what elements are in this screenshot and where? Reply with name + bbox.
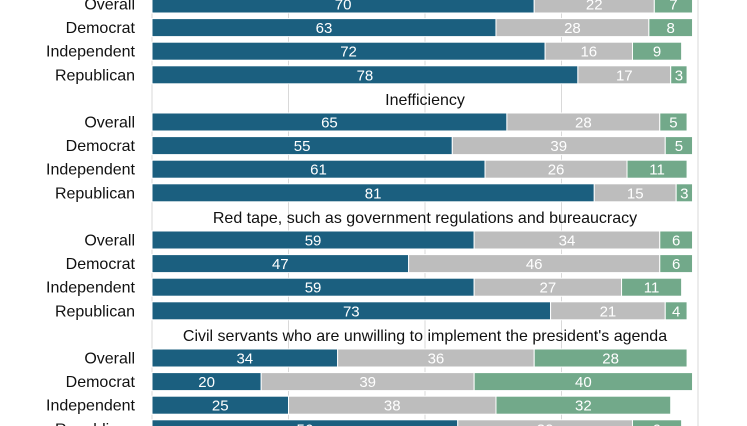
value-label-1-2-2: 11 bbox=[649, 162, 665, 179]
value-label-2-3-1: 21 bbox=[600, 303, 617, 320]
value-label-0-2-2: 9 bbox=[653, 44, 661, 61]
bar-segment-3-3-0 bbox=[151, 419, 459, 426]
category-label-0-1: Democrat bbox=[66, 20, 136, 37]
bar-segment-0-1-2 bbox=[648, 18, 694, 38]
value-label-1-2-1: 26 bbox=[548, 162, 565, 179]
value-label-2-2-2: 11 bbox=[644, 280, 660, 297]
value-label-1-2-0: 61 bbox=[310, 162, 327, 179]
value-label-3-3-0: 56 bbox=[297, 421, 314, 426]
category-label-2-3: Republican bbox=[55, 303, 135, 320]
bar-segment-3-0-2 bbox=[533, 348, 688, 368]
value-label-2-2-0: 59 bbox=[305, 280, 322, 297]
category-label-2-1: Democrat bbox=[66, 256, 136, 273]
category-label-0-3: Republican bbox=[55, 67, 135, 84]
value-label-2-1-1: 46 bbox=[526, 256, 543, 273]
value-label-2-3-2: 4 bbox=[672, 303, 680, 320]
category-label-0-2: Independent bbox=[46, 44, 136, 61]
value-label-3-3-2: 9 bbox=[653, 421, 661, 426]
value-label-1-3-0: 81 bbox=[365, 185, 382, 202]
category-label-3-0: Overall bbox=[84, 351, 135, 368]
value-label-3-1-0: 20 bbox=[198, 374, 215, 391]
category-label-0-0: Overall bbox=[84, 0, 135, 14]
value-label-0-1-1: 28 bbox=[564, 20, 581, 37]
value-label-1-0-0: 65 bbox=[321, 115, 338, 132]
value-label-0-0-0: 70 bbox=[335, 0, 352, 14]
value-label-0-0-2: 7 bbox=[669, 0, 677, 14]
bar-segment-0-0-2 bbox=[653, 0, 694, 14]
value-label-3-0-1: 36 bbox=[428, 351, 445, 368]
category-label-1-0: Overall bbox=[84, 115, 135, 132]
value-label-0-1-0: 63 bbox=[316, 20, 333, 37]
value-label-1-1-0: 55 bbox=[294, 138, 311, 155]
bar-segment-2-1-2 bbox=[659, 254, 694, 274]
bar-segment-3-2-2 bbox=[495, 395, 672, 415]
value-label-0-1-2: 8 bbox=[667, 20, 675, 37]
category-label-2-0: Overall bbox=[84, 233, 135, 250]
value-label-2-1-0: 47 bbox=[272, 256, 289, 273]
value-label-2-0-2: 6 bbox=[672, 233, 680, 250]
category-label-3-2: Independent bbox=[46, 398, 136, 415]
group-title-3: Civil servants who are unwilling to impl… bbox=[183, 328, 667, 345]
bar-segment-2-3-2 bbox=[664, 301, 688, 321]
value-label-3-0-0: 34 bbox=[236, 351, 253, 368]
bar-segment-1-0-2 bbox=[659, 112, 688, 132]
value-label-3-1-1: 39 bbox=[359, 374, 376, 391]
category-label-1-2: Independent bbox=[46, 162, 136, 179]
value-label-3-0-2: 28 bbox=[602, 351, 619, 368]
category-label-3-3: Republican bbox=[55, 421, 135, 426]
bar-segment-1-2-2 bbox=[626, 159, 688, 179]
category-label-3-1: Democrat bbox=[66, 374, 136, 391]
bar-segment-0-3-2 bbox=[670, 65, 688, 85]
value-label-3-2-2: 32 bbox=[575, 398, 592, 415]
value-label-1-3-2: 3 bbox=[680, 185, 688, 202]
value-label-0-0-1: 22 bbox=[586, 0, 603, 14]
value-label-0-3-0: 78 bbox=[357, 67, 374, 84]
value-label-2-3-0: 73 bbox=[343, 303, 360, 320]
value-label-2-2-1: 27 bbox=[540, 280, 557, 297]
group-title-1: Inefficiency bbox=[385, 92, 465, 109]
value-label-1-0-1: 28 bbox=[575, 115, 592, 132]
bar-segment-3-3-2 bbox=[631, 419, 683, 426]
value-label-1-0-2: 5 bbox=[669, 115, 677, 132]
group-title-2: Red tape, such as government regulations… bbox=[213, 210, 637, 227]
value-label-3-2-1: 38 bbox=[384, 398, 401, 415]
category-label-2-2: Independent bbox=[46, 280, 136, 297]
value-label-2-1-2: 6 bbox=[672, 256, 680, 273]
value-label-1-1-1: 39 bbox=[550, 138, 567, 155]
bar-segment-3-3-1 bbox=[457, 419, 633, 426]
category-label-1-1: Democrat bbox=[66, 138, 136, 155]
value-label-0-2-0: 72 bbox=[340, 44, 357, 61]
value-label-0-2-1: 16 bbox=[580, 44, 597, 61]
value-label-0-3-1: 17 bbox=[616, 67, 633, 84]
value-label-1-1-2: 5 bbox=[675, 138, 683, 155]
value-label-2-0-0: 59 bbox=[305, 233, 322, 250]
bar-segment-1-1-2 bbox=[664, 136, 694, 156]
value-label-3-1-2: 40 bbox=[575, 374, 592, 391]
bar-segment-0-2-2 bbox=[631, 41, 683, 61]
bar-segment-3-1-2 bbox=[473, 372, 694, 392]
value-label-0-3-2: 3 bbox=[675, 67, 683, 84]
value-label-1-3-1: 15 bbox=[627, 185, 644, 202]
category-label-1-3: Republican bbox=[55, 185, 135, 202]
bar-segment-2-2-2 bbox=[621, 277, 683, 297]
value-label-2-0-1: 34 bbox=[559, 233, 576, 250]
value-label-3-2-0: 25 bbox=[212, 398, 229, 415]
bar-segment-1-3-2 bbox=[675, 183, 694, 203]
bar-segment-2-0-2 bbox=[659, 230, 694, 250]
value-label-3-3-1: 32 bbox=[537, 421, 554, 426]
